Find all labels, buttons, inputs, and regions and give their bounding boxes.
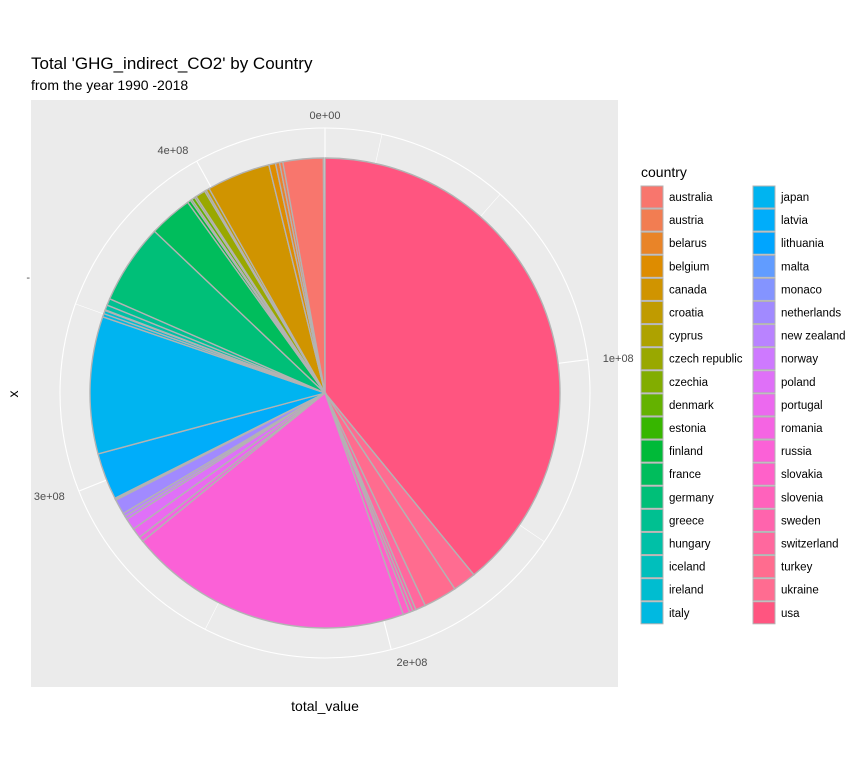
legend-label: hungary (669, 539, 711, 551)
legend-label: ireland (669, 585, 704, 597)
legend-label: italy (669, 608, 690, 620)
legend: australia austria belarus belgium canada croa… (640, 185, 846, 625)
legend-label: ukraine (781, 585, 819, 597)
radial-tick-label: 2e+08 (397, 657, 428, 669)
legend-key (640, 324, 664, 348)
legend-label: japan (780, 192, 809, 204)
legend-label: belarus (669, 238, 707, 250)
legend-label: slovakia (781, 469, 823, 481)
legend-key (752, 277, 776, 301)
radial-tick-label: 3e+08 (34, 491, 65, 503)
legend-label: germany (669, 492, 714, 504)
legend-label: estonia (669, 423, 707, 435)
legend-label: russia (781, 446, 812, 458)
legend-key (752, 532, 776, 555)
legend-key (640, 508, 664, 532)
legend-label: monaco (781, 284, 822, 296)
legend-label: norway (781, 354, 818, 366)
pie-slice-australia (281, 157, 326, 394)
legend-label: portugal (781, 400, 823, 412)
radial-tick-label: 0e+00 (310, 110, 341, 122)
legend-label: greece (669, 515, 704, 527)
legend-label: iceland (669, 562, 705, 574)
legend-label: poland (781, 377, 816, 389)
legend-label: latvia (781, 215, 808, 227)
legend-key (640, 254, 664, 278)
legend-key (752, 370, 776, 394)
legend-key (752, 231, 776, 255)
pie-slice-russia (141, 391, 405, 629)
legend-key (640, 185, 664, 209)
legend-label: lithuania (781, 238, 824, 250)
y-tick-label: - (26, 272, 30, 284)
legend-label: denmark (669, 400, 714, 412)
legend-key (640, 532, 664, 555)
legend-key (640, 208, 664, 232)
legend-label: france (669, 469, 701, 481)
legend-label: australia (669, 192, 713, 204)
legend-key (752, 301, 776, 324)
legend-key (640, 370, 664, 394)
radial-tick-label: 1e+08 (603, 353, 634, 365)
legend-label: turkey (781, 562, 813, 574)
legend-label: new zealand (781, 331, 846, 343)
legend-label: austria (669, 215, 704, 227)
legend-label: czechia (669, 377, 709, 389)
legend-key (752, 347, 776, 371)
radial-tick-labels: 0e+00 1e+08 2e+08 3e+08 4e+08 (34, 110, 634, 669)
legend-key (640, 393, 664, 417)
legend-key (640, 555, 664, 579)
legend-key (752, 601, 776, 625)
chart-title: Total 'GHG_indirect_CO2' by Country (31, 54, 313, 73)
legend-label: malta (781, 261, 810, 273)
radial-tick-label: 4e+08 (157, 145, 188, 157)
legend-label: belgium (669, 261, 709, 273)
legend-key (752, 185, 776, 209)
legend-key (752, 555, 776, 579)
pie-slice-japan (89, 315, 328, 455)
y-axis-label: x (5, 391, 21, 398)
legend-label: slovenia (781, 492, 824, 504)
legend-key (640, 462, 664, 486)
pie-slice-usa (324, 157, 561, 576)
legend-label: romania (781, 423, 823, 435)
legend-label: usa (781, 608, 800, 620)
legend-key (640, 416, 664, 440)
pie-slices (89, 157, 561, 629)
legend-key (752, 416, 776, 440)
chart-subtitle: from the year 1990 -2018 (31, 77, 188, 93)
legend-key (640, 439, 664, 463)
legend-key (752, 508, 776, 532)
legend-key (752, 462, 776, 486)
legend-label: canada (669, 284, 707, 296)
legend-key (640, 601, 664, 625)
x-axis-label: total_value (291, 698, 359, 714)
legend-key (640, 301, 664, 324)
legend-key (752, 324, 776, 348)
legend-key (640, 277, 664, 301)
legend-key (640, 231, 664, 255)
legend-label: croatia (669, 308, 704, 320)
legend-key (752, 578, 776, 602)
legend-label: sweden (781, 515, 821, 527)
legend-label: finland (669, 446, 703, 458)
legend-label: switzerland (781, 539, 839, 551)
legend-label: czech republic (669, 354, 743, 366)
legend-key (640, 347, 664, 371)
legend-key (640, 578, 664, 602)
legend-key (640, 485, 664, 509)
legend-title: country (641, 164, 687, 180)
legend-key (752, 485, 776, 509)
legend-label: netherlands (781, 308, 841, 320)
legend-key (752, 393, 776, 417)
legend-key (752, 254, 776, 278)
legend-key (752, 439, 776, 463)
legend-label: cyprus (669, 331, 703, 343)
legend-key (752, 208, 776, 232)
